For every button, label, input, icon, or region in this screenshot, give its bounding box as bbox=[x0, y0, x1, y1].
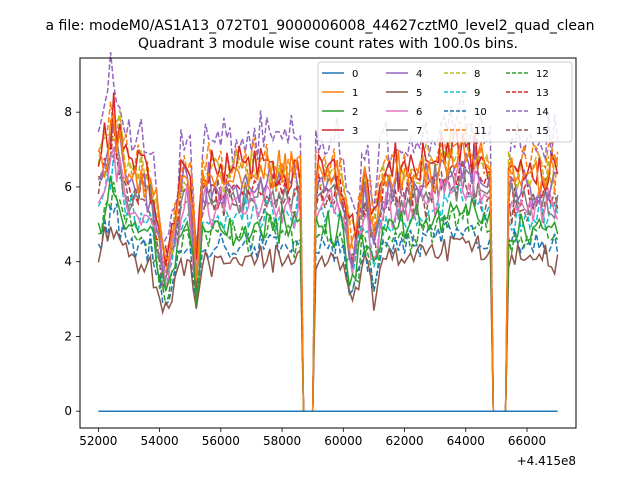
series-line-8 bbox=[97, 110, 559, 412]
y-tick-label: 0 bbox=[64, 404, 72, 418]
x-offset-text: +4.415e8 bbox=[517, 454, 576, 468]
figure-suptitle: a file: modeM0/AS1A13_072T01_9000006008_… bbox=[46, 18, 595, 34]
legend-label-11: 11 bbox=[474, 126, 487, 137]
x-tick-label: 52000 bbox=[79, 434, 117, 448]
legend-label-4: 4 bbox=[416, 69, 422, 80]
legend-label-14: 14 bbox=[536, 107, 549, 118]
legend-label-5: 5 bbox=[416, 88, 422, 99]
legend-label-13: 13 bbox=[536, 88, 549, 99]
x-tick-label: 58000 bbox=[263, 434, 301, 448]
x-tick-label: 66000 bbox=[508, 434, 546, 448]
legend-label-2: 2 bbox=[352, 107, 358, 118]
legend-label-0: 0 bbox=[352, 69, 358, 80]
series-line-13 bbox=[97, 123, 559, 412]
x-tick-label: 56000 bbox=[202, 434, 240, 448]
series-line-10 bbox=[97, 203, 559, 412]
legend-label-6: 6 bbox=[416, 107, 422, 118]
series-line-2 bbox=[97, 175, 559, 412]
x-axis: 52000 54000 56000 58000 60000 62000 64000 66000 bbox=[79, 428, 546, 448]
x-tick-label: 62000 bbox=[385, 434, 423, 448]
legend-label-3: 3 bbox=[352, 126, 358, 137]
series-line-6 bbox=[97, 146, 559, 412]
legend-box bbox=[317, 61, 573, 143]
x-tick-label: 54000 bbox=[141, 434, 179, 448]
plot-area bbox=[79, 52, 577, 429]
y-tick-label: 4 bbox=[64, 255, 72, 269]
legend-label-8: 8 bbox=[474, 69, 480, 80]
y-tick-label: 6 bbox=[64, 180, 72, 194]
legend-label-7: 7 bbox=[416, 126, 422, 137]
y-axis: 0 2 4 6 8 bbox=[64, 105, 80, 418]
x-tick-label: 60000 bbox=[324, 434, 362, 448]
axes-frame bbox=[79, 57, 577, 429]
series-layer bbox=[97, 52, 559, 412]
series-line-4 bbox=[97, 123, 558, 412]
x-tick-label: 64000 bbox=[447, 434, 485, 448]
legend-label-1: 1 bbox=[352, 88, 358, 99]
legend-label-15: 15 bbox=[536, 126, 549, 137]
series-line-15 bbox=[97, 150, 559, 412]
series-line-5 bbox=[97, 226, 559, 412]
y-tick-label: 8 bbox=[64, 105, 72, 119]
legend-label-9: 9 bbox=[474, 88, 480, 99]
legend-label-12: 12 bbox=[536, 69, 549, 80]
legend-label-10: 10 bbox=[474, 107, 487, 118]
chart-title: Quadrant 3 module wise count rates with … bbox=[138, 36, 518, 52]
y-tick-label: 2 bbox=[64, 329, 72, 343]
